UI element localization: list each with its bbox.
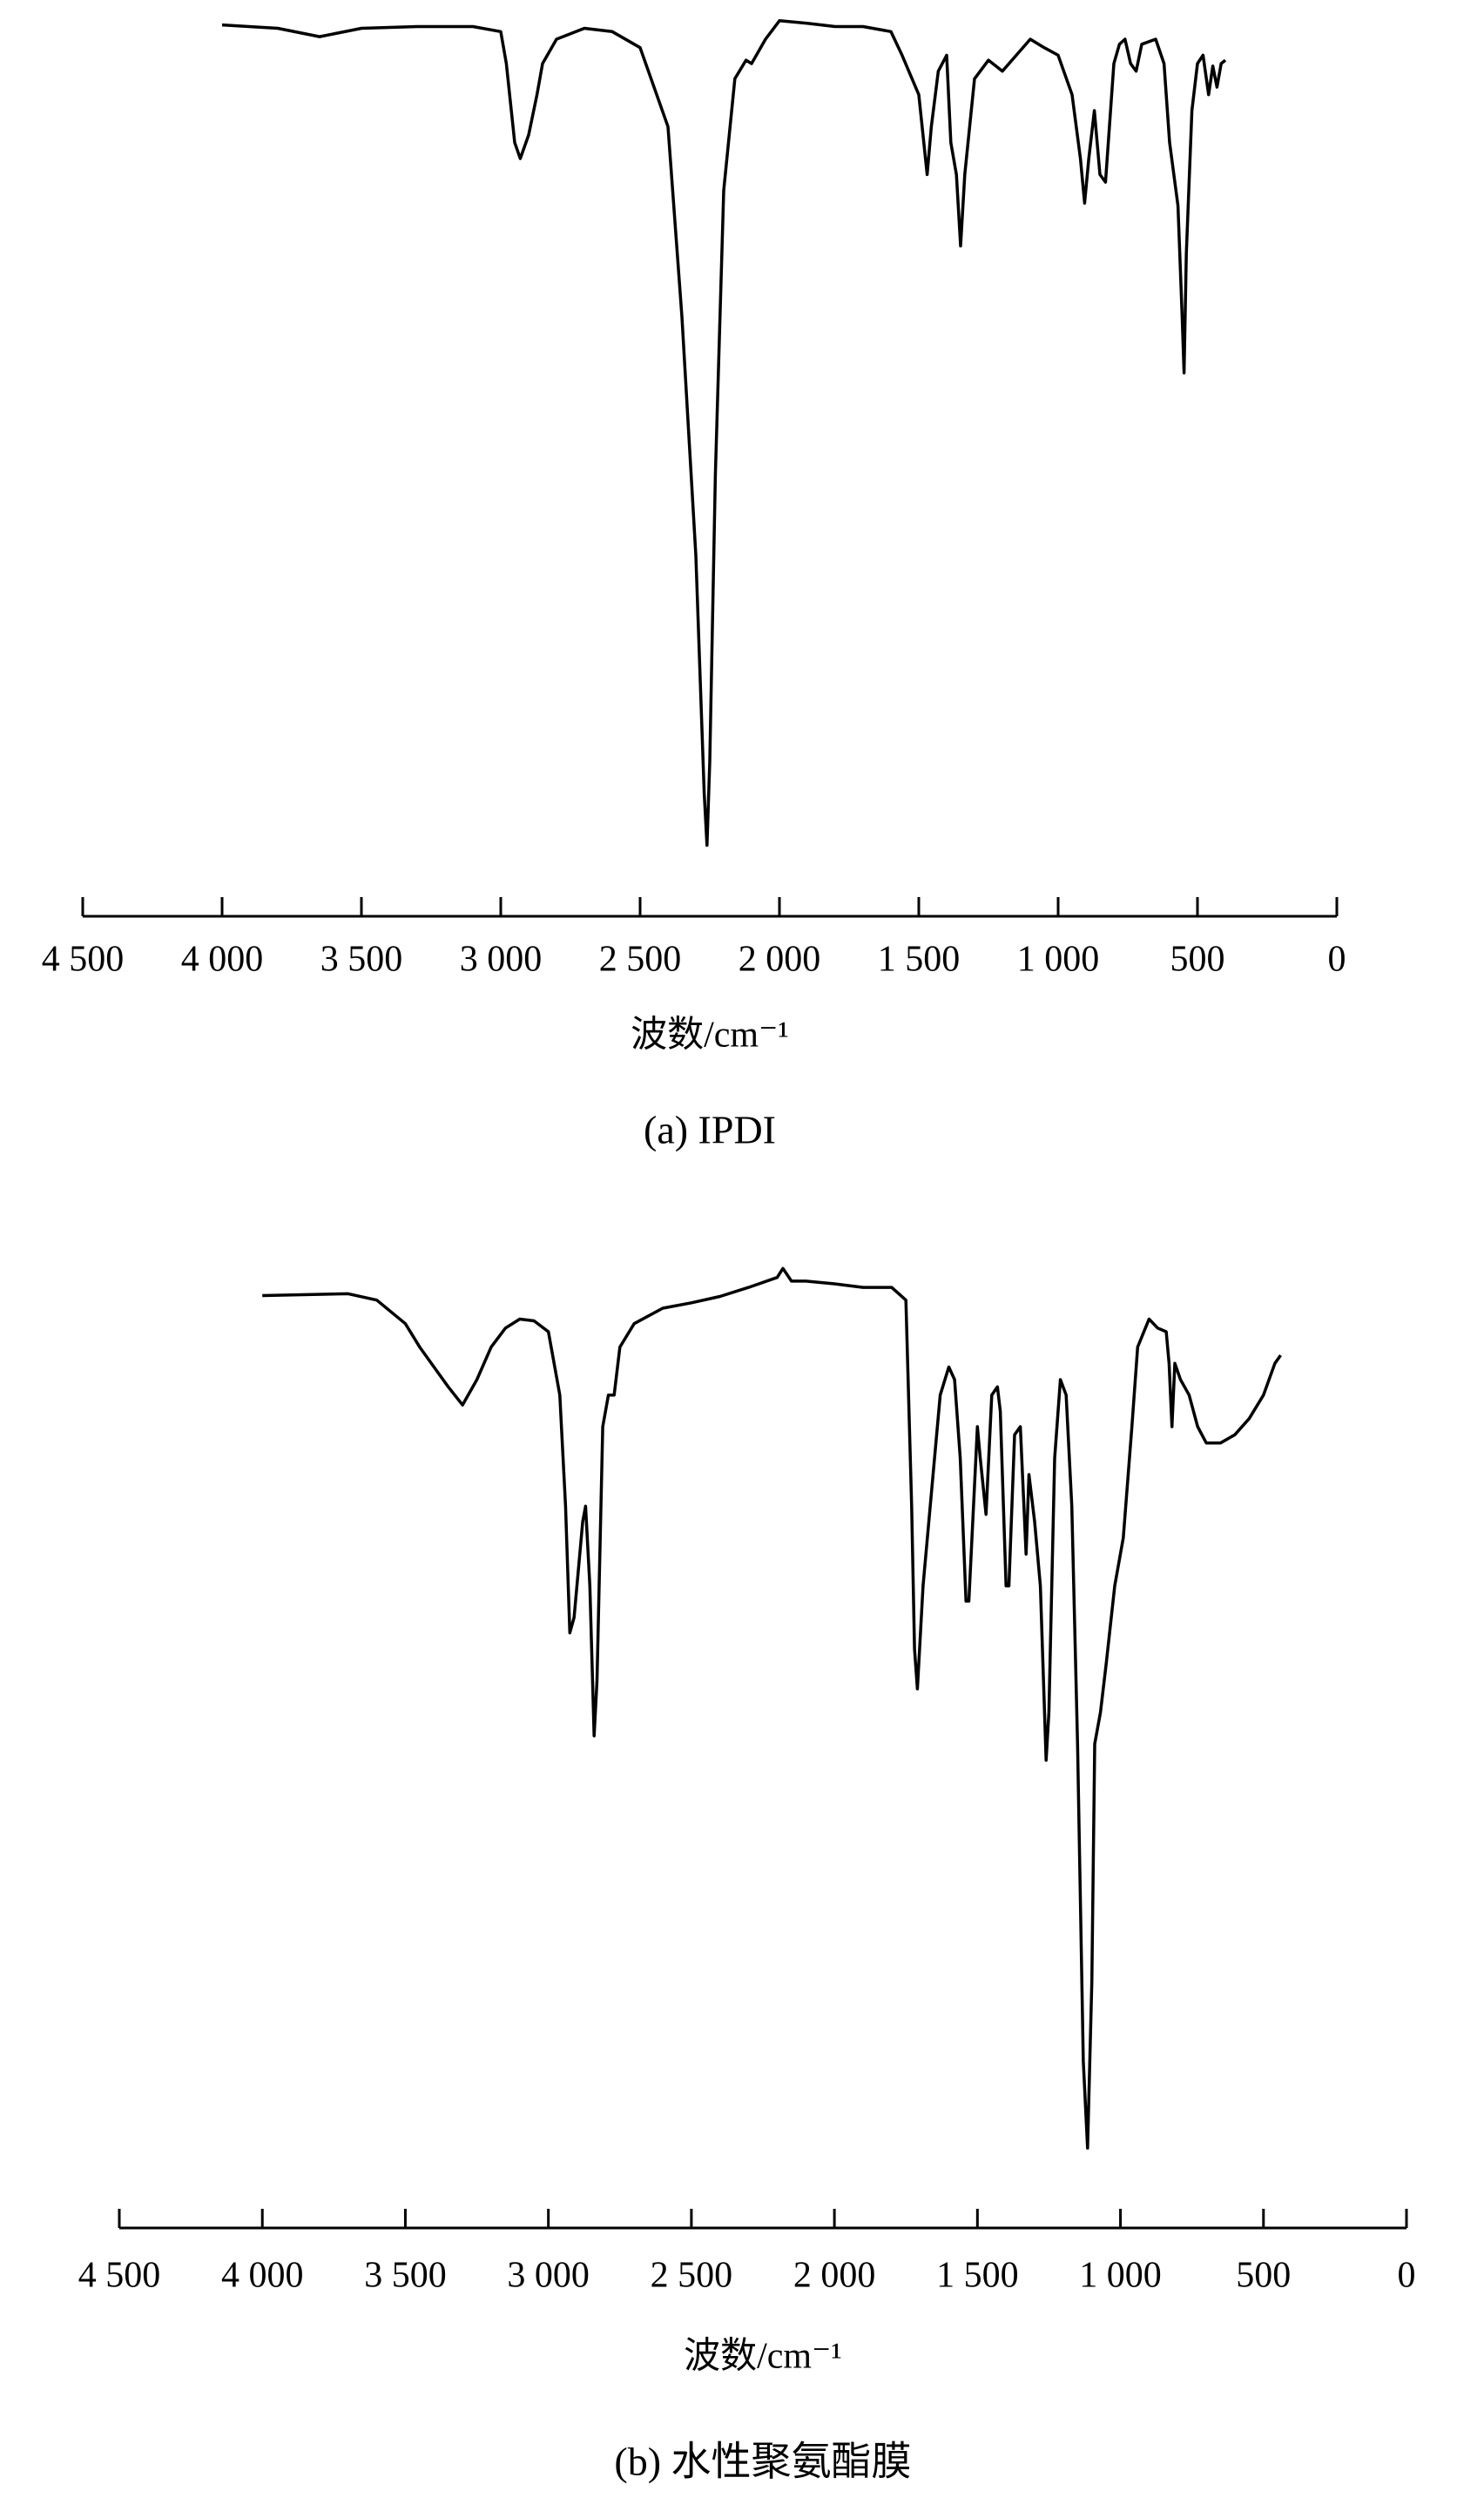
x-tick-label: 500 <box>1236 2256 1291 2296</box>
x-tick-label: 3 500 <box>320 940 403 980</box>
spectrum-line <box>262 1266 1282 2150</box>
x-tick-label: 0 <box>1398 2256 1416 2296</box>
x-tick-label: 1 500 <box>878 940 961 980</box>
x-tick-label: 1 000 <box>1017 940 1100 980</box>
x-tick-label: 3 500 <box>364 2256 447 2296</box>
x-tick-label: 4 000 <box>221 2256 304 2296</box>
x-tick-label: 2 000 <box>793 2256 876 2296</box>
x-tick-label: 0 <box>1328 940 1346 980</box>
x-tick-label: 4 500 <box>78 2256 161 2296</box>
x-axis-label: 波数/cm⁻¹ <box>631 1016 789 1056</box>
x-axis-label: 波数/cm⁻¹ <box>684 2337 842 2377</box>
caption: (a) IPDI <box>644 1108 776 1152</box>
x-tick-label: 2 500 <box>651 2256 733 2296</box>
x-tick-label: 4 000 <box>181 940 264 980</box>
x-tick-label: 2 500 <box>599 940 682 980</box>
x-tick-label: 1 000 <box>1079 2256 1162 2296</box>
x-tick-label: 3 000 <box>460 940 543 980</box>
x-tick-label: 3 000 <box>507 2256 590 2296</box>
x-tick-label: 2 000 <box>739 940 821 980</box>
x-tick-label: 1 500 <box>936 2256 1019 2296</box>
spectrum-line <box>221 19 1227 847</box>
caption: (b) 水性聚氨酯膜 <box>614 2440 911 2484</box>
x-tick-label: 500 <box>1170 940 1225 980</box>
x-tick-label: 4 500 <box>42 940 125 980</box>
